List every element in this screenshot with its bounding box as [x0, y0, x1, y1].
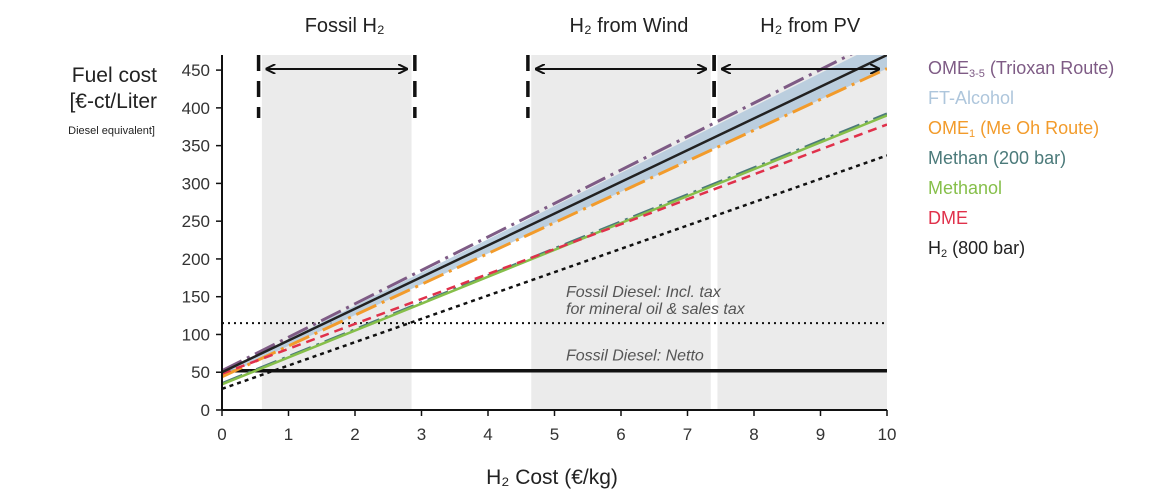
series-line-2 [222, 67, 887, 379]
y-tick-label-3: 150 [182, 288, 210, 307]
region-label-1: H₂ from Wind [570, 15, 689, 37]
legend: OME3-5 (Trioxan Route) FT-Alcohol OME1 (Me… [928, 58, 1114, 260]
series-line-5 [222, 123, 887, 375]
series-layer [222, 55, 887, 391]
region-shade-0 [261, 55, 412, 410]
legend-item-4: Methanol [928, 178, 1002, 198]
legend-item-6: H2 (800 bar) [928, 238, 1025, 260]
x-tick-label-7: 7 [683, 425, 692, 444]
legend-item-3: Methan (200 bar) [928, 148, 1066, 168]
series-line-0 [222, 55, 853, 373]
x-tick-label-2: 2 [350, 425, 359, 444]
reference-label-0-line2: for mineral oil & sales tax [566, 301, 746, 318]
reference-label-0: Fossil Diesel: Incl. tax [566, 284, 722, 301]
x-tick-label-8: 8 [749, 425, 758, 444]
legend-item-1: FT-Alcohol [928, 88, 1014, 108]
x-tick-label-4: 4 [483, 425, 492, 444]
x-tick-label-5: 5 [550, 425, 559, 444]
x-tick-label-1: 1 [284, 425, 293, 444]
y-tick-label-1: 50 [191, 363, 210, 382]
x-tick-label-3: 3 [417, 425, 426, 444]
legend-item-2: OME1 (Me Oh Route) [928, 118, 1099, 140]
series-line-4 [222, 114, 887, 386]
y-axis-label-line3: Diesel equivalent] [68, 125, 155, 137]
x-tick-label-6: 6 [616, 425, 625, 444]
region-arrow-layer: Fossil H₂ H₂ from Wind H₂ from PV [256, 15, 879, 118]
x-axis-label: H₂ Cost (€/kg) [486, 466, 618, 489]
series-line-7 [222, 154, 887, 391]
legend-item-0: OME3-5 (Trioxan Route) [928, 58, 1114, 80]
y-tick-label-9: 450 [182, 61, 210, 80]
x-tick-label-9: 9 [816, 425, 825, 444]
y-tick-label-2: 100 [182, 325, 210, 344]
y-tick-label-4: 200 [182, 250, 210, 269]
region-shade-1 [531, 55, 711, 410]
x-tick-label-0: 0 [217, 425, 226, 444]
region-label-0: Fossil H₂ [305, 15, 385, 37]
y-tick-label-7: 350 [182, 137, 210, 156]
series-line-6 [222, 55, 887, 374]
y-tick-label-6: 300 [182, 174, 210, 193]
y-tick-label-8: 400 [182, 99, 210, 118]
y-axis-label-line2: [€-ct/Liter [69, 90, 157, 113]
reference-label-1: Fossil Diesel: Netto [566, 348, 704, 365]
x-tick-label-10: 10 [878, 425, 897, 444]
region-label-2: H₂ from PV [760, 15, 861, 37]
y-tick-label-0: 0 [201, 401, 210, 420]
y-tick-label-5: 250 [182, 212, 210, 231]
legend-item-5: DME [928, 208, 968, 228]
y-axis-label-line1: Fuel cost [72, 64, 157, 87]
